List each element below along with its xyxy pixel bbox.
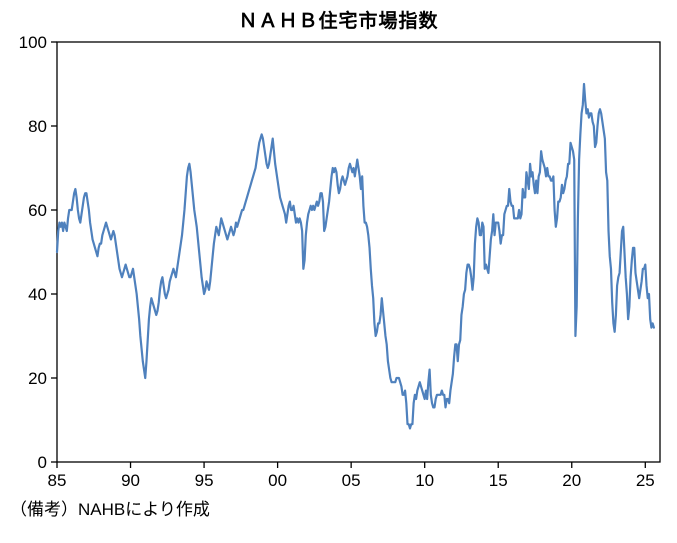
axis-tick-label: 20 [28, 369, 47, 388]
hmi-data-line [55, 82, 655, 430]
axis-tick-label: 90 [121, 471, 140, 490]
axis-tick-label: 95 [195, 471, 214, 490]
axis-tick-label: 0 [38, 453, 47, 472]
axis-tick-label: 25 [636, 471, 655, 490]
chart-source-note: （備考）NAHBにより作成 [10, 500, 210, 519]
axis-tick-label: 20 [562, 471, 581, 490]
axis-tick-label: 00 [268, 471, 287, 490]
axis-tick-label: 85 [48, 471, 67, 490]
axis-tick-label: 10 [415, 471, 434, 490]
chart-title: ＮＡＨＢ住宅市場指数 [238, 11, 439, 32]
axis-tick-label: 60 [28, 201, 47, 220]
axis-tick-label: 80 [28, 117, 47, 136]
axis-tick-label: 40 [28, 285, 47, 304]
plot-area-border [56, 41, 661, 463]
axis-tick-label: 15 [489, 471, 508, 490]
axis-tick-label: 100 [19, 33, 47, 52]
axis-tick-label: 05 [342, 471, 361, 490]
